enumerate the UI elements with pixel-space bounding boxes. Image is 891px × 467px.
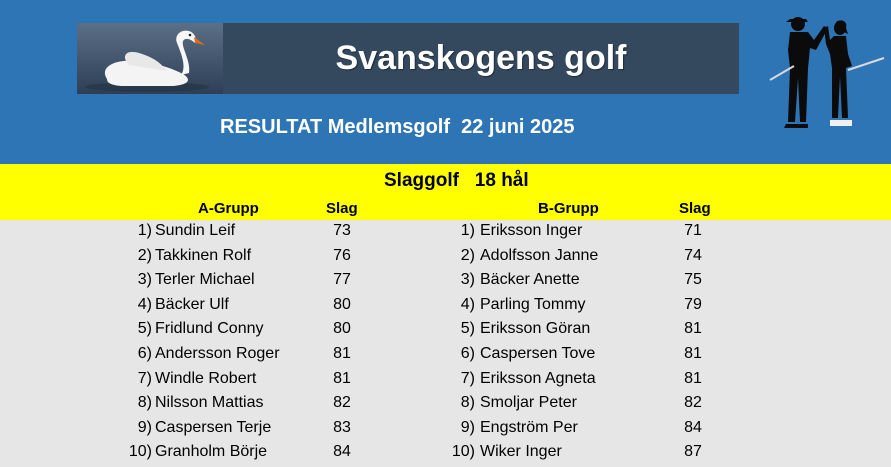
group-a-score-heading: Slag xyxy=(326,200,358,217)
player-rank: 4) xyxy=(137,295,152,313)
table-row: 5) Fridlund Conny 80 xyxy=(0,317,891,341)
player-name: Fridlund Conny xyxy=(155,320,264,338)
page-title: Svanskogens golf xyxy=(335,39,627,77)
player-name: Nilsson Mattias xyxy=(155,394,264,412)
player-name: Engström Per xyxy=(480,418,578,436)
table-row: 4) Bäcker Ulf 80 xyxy=(0,293,891,317)
player-score: 71 xyxy=(684,222,702,239)
player-name: Bäcker Ulf xyxy=(155,295,229,313)
player-rank: 2) xyxy=(460,246,475,264)
player-score: 80 xyxy=(333,295,351,313)
header-band: Svanskogens golf RESULTAT Medlemsgolf 22… xyxy=(0,0,891,164)
player-name: Andersson Roger xyxy=(155,345,280,362)
table-row: 5) Eriksson Göran 81 xyxy=(0,317,891,341)
player-name: Eriksson Inger xyxy=(480,222,583,239)
player-score: 84 xyxy=(684,418,702,436)
player-score: 81 xyxy=(333,345,351,362)
player-rank: 10) xyxy=(451,443,475,461)
table-row: 1) Sundin Leif 73 xyxy=(0,219,891,243)
player-score: 82 xyxy=(333,394,351,412)
group-b-score-heading: Slag xyxy=(679,200,711,217)
player-rank: 4) xyxy=(460,295,475,313)
player-score: 75 xyxy=(684,271,702,289)
player-name: Caspersen Terje xyxy=(155,418,272,436)
table-row: 9) Engström Per 84 xyxy=(0,416,891,440)
player-score: 79 xyxy=(684,295,702,313)
player-score: 81 xyxy=(684,320,702,338)
player-rank: 7) xyxy=(137,369,152,387)
player-rank: 1) xyxy=(460,222,475,239)
player-rank: 6) xyxy=(137,345,152,362)
player-name: Granholm Börje xyxy=(155,443,268,461)
player-name: Caspersen Tove xyxy=(480,345,596,362)
table-row: 1) Eriksson Inger 71 xyxy=(0,219,891,243)
player-score: 81 xyxy=(684,369,702,387)
player-score: 81 xyxy=(684,345,702,362)
table-row: 8) Smoljar Peter 82 xyxy=(0,391,891,415)
table-row: 3) Terler Michael 77 xyxy=(0,268,891,292)
title-banner: Svanskogens golf xyxy=(77,23,739,94)
player-name: Parling Tommy xyxy=(480,295,586,313)
result-heading: RESULTAT Medlemsgolf 22 juni 2025 xyxy=(220,116,575,138)
table-row: 3) Bäcker Anette 75 xyxy=(0,268,891,292)
player-score: 83 xyxy=(333,418,351,436)
table-row: 2) Adolfsson Janne 74 xyxy=(0,244,891,268)
group-b-heading: B-Grupp xyxy=(538,200,599,217)
player-name: Bäcker Anette xyxy=(480,271,580,289)
table-row: 4) Parling Tommy 79 xyxy=(0,293,891,317)
player-rank: 2) xyxy=(137,246,152,264)
player-name: Takkinen Rolf xyxy=(155,246,252,264)
player-name: Adolfsson Janne xyxy=(480,246,599,264)
player-rank: 1) xyxy=(137,222,152,239)
player-rank: 3) xyxy=(460,271,475,289)
player-name: Smoljar Peter xyxy=(480,394,577,412)
table-row: 7) Windle Robert 81 xyxy=(0,367,891,391)
player-rank: 5) xyxy=(137,320,152,338)
player-name: Eriksson Agneta xyxy=(480,369,596,387)
player-score: 87 xyxy=(684,443,702,461)
table-row: 10) Granholm Börje 84 xyxy=(0,440,891,464)
player-score: 84 xyxy=(333,443,351,461)
player-score: 81 xyxy=(333,369,351,387)
player-name: Wiker Inger xyxy=(480,443,562,461)
player-name: Eriksson Göran xyxy=(480,320,591,338)
player-rank: 9) xyxy=(137,418,152,436)
table-row: 6) Caspersen Tove 81 xyxy=(0,342,891,366)
table-row: 7) Eriksson Agneta 81 xyxy=(0,367,891,391)
player-rank: 3) xyxy=(137,271,152,289)
group-a-heading: A-Grupp xyxy=(198,200,259,217)
player-rank: 7) xyxy=(460,369,475,387)
table-row: 9) Caspersen Terje 83 xyxy=(0,416,891,440)
swan-photo xyxy=(77,23,223,94)
player-rank: 10) xyxy=(128,443,152,461)
player-name: Terler Michael xyxy=(155,271,255,289)
player-score: 73 xyxy=(333,222,351,239)
player-score: 80 xyxy=(333,320,351,338)
player-score: 82 xyxy=(684,394,702,412)
table-row: 8) Nilsson Mattias 82 xyxy=(0,391,891,415)
table-row: 2) Takkinen Rolf 76 xyxy=(0,244,891,268)
player-rank: 9) xyxy=(460,418,475,436)
player-rank: 8) xyxy=(137,394,152,412)
player-name: Windle Robert xyxy=(155,369,257,387)
player-rank: 8) xyxy=(460,394,475,412)
player-score: 76 xyxy=(333,246,351,264)
golfers-silhouette-icon xyxy=(769,17,885,128)
competition-band xyxy=(0,164,891,220)
competition-title: Slaggolf 18 hål xyxy=(384,170,529,191)
player-rank: 6) xyxy=(460,345,475,362)
player-rank: 5) xyxy=(460,320,475,338)
table-row: 6) Andersson Roger 81 xyxy=(0,342,891,366)
player-name: Sundin Leif xyxy=(155,222,236,239)
table-row: 10) Wiker Inger 87 xyxy=(0,440,891,464)
player-score: 74 xyxy=(684,246,702,264)
player-score: 77 xyxy=(333,271,351,289)
